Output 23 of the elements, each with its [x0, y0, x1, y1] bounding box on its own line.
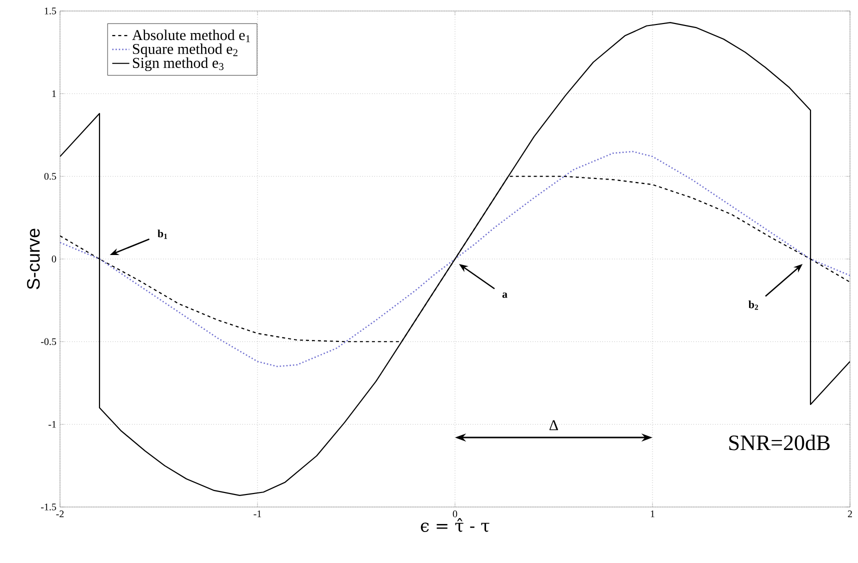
x-tick-label: 1: [650, 510, 654, 518]
line-series: [60, 22, 850, 496]
y-tick-label: -1.5: [41, 504, 56, 510]
annotation: SNR=20dB: [729, 434, 830, 450]
x-axis-title: ϵ = τ̂ - τ: [420, 518, 490, 532]
legend-label: Square method e$_{2}$: [132, 44, 238, 58]
annotation: b$_{2}$: [748, 300, 758, 310]
x-tick-label: 2: [848, 510, 852, 518]
y-tick-label: 0: [52, 256, 56, 262]
legend-label: Absolute method e$_{1}$: [132, 30, 250, 42]
legend-label: Sign method e$_{3}$: [132, 57, 224, 72]
annotation: a: [502, 292, 508, 298]
y-tick-label: 0.5: [44, 172, 56, 180]
x-tick-label: -1: [254, 510, 262, 518]
y-tick-label: 1.5: [44, 8, 56, 14]
annotation: Δ: [549, 420, 558, 430]
x-tick-label: 0: [452, 510, 458, 518]
y-axis-title: S-curve: [27, 228, 40, 290]
annotation: b$_{1}$: [158, 230, 168, 239]
x-tick-label: -2: [56, 510, 64, 518]
y-tick-label: 1: [52, 90, 56, 97]
y-tick-label: -0.5: [41, 338, 56, 346]
y-tick-label: -1: [48, 421, 56, 428]
